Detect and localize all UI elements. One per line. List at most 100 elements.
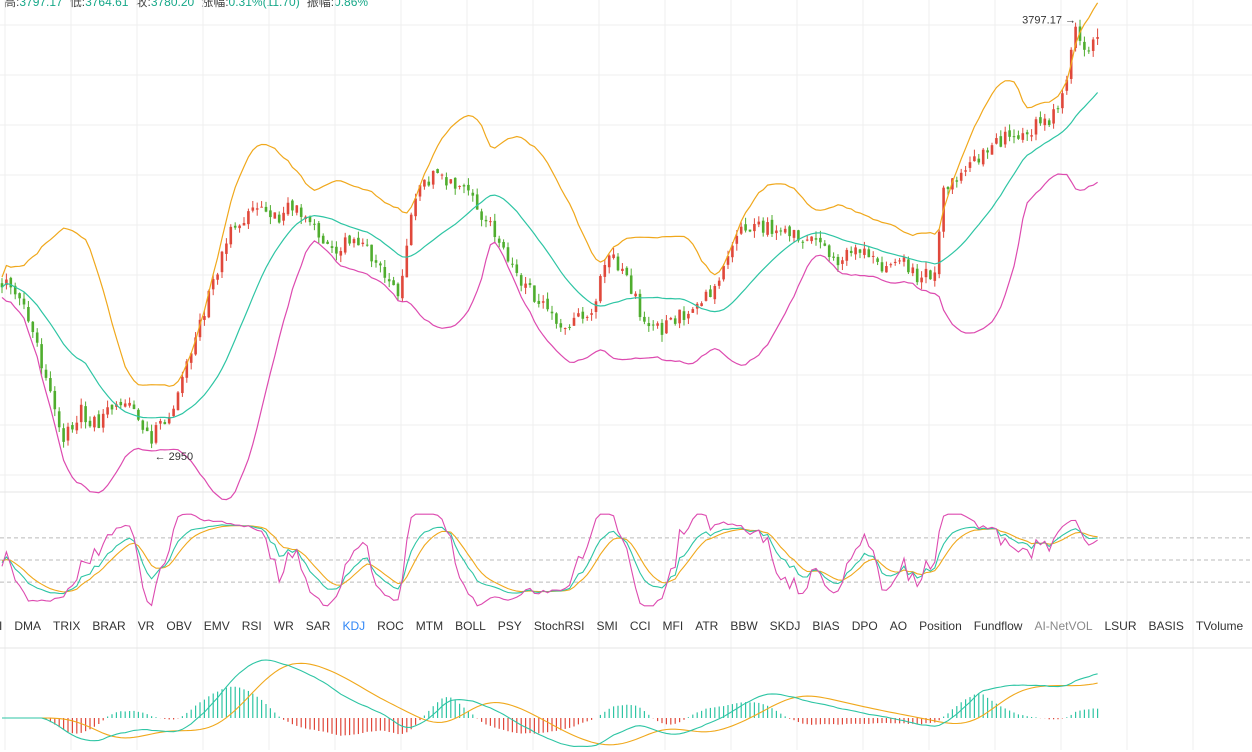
candle-body	[572, 317, 576, 326]
candle-body	[198, 319, 202, 338]
candle-body	[1021, 133, 1025, 140]
candle-body	[1003, 131, 1007, 145]
tab-basis[interactable]: BASIS	[1148, 619, 1184, 633]
tab-i[interactable]: I	[0, 619, 3, 633]
tab-mtm[interactable]: MTM	[415, 619, 444, 633]
tab-mfi[interactable]: MFI	[662, 619, 684, 633]
tab-brar[interactable]: BRAR	[92, 619, 126, 633]
candle-body	[805, 239, 809, 241]
tab-stochrsi[interactable]: StochRSI	[533, 619, 585, 633]
candle-body	[343, 237, 347, 253]
stat-value: 0.31%(11.70)	[228, 0, 300, 9]
candle-body	[893, 261, 897, 263]
candle-body	[581, 311, 585, 319]
candle-body	[238, 225, 241, 229]
candle-body	[898, 260, 901, 262]
tab-cci[interactable]: CCI	[629, 619, 651, 633]
dma-ama-line	[2, 662, 1098, 746]
candle-body	[40, 344, 43, 369]
tab-wr[interactable]: WR	[273, 619, 294, 633]
tab-boll[interactable]: BOLL	[455, 619, 486, 633]
candle-body	[269, 210, 272, 218]
tab-kdj[interactable]: KDJ	[342, 619, 366, 633]
tab-dpo[interactable]: DPO	[851, 619, 878, 633]
candle-body	[1008, 130, 1011, 137]
candle-body	[18, 293, 21, 299]
candle-body	[546, 298, 549, 310]
candle-body	[189, 353, 193, 363]
candle-body	[691, 309, 695, 313]
stat-value: 3764.61	[85, 0, 129, 9]
tab-tvolume[interactable]: TVolume	[1195, 619, 1244, 633]
tab-bias[interactable]: BIAS	[812, 619, 840, 633]
candle-body	[260, 206, 263, 208]
candle-body	[445, 177, 448, 186]
ohlc-stats-bar: 高:3797.17 低:3764.61 收:3780.20 涨幅:0.31%(11.7…	[4, 0, 375, 9]
candle-body	[968, 162, 972, 168]
tab-trix[interactable]: TRIX	[53, 619, 81, 633]
candle-body	[458, 185, 461, 187]
candle-body	[849, 250, 853, 254]
candle-body	[722, 265, 725, 280]
tab-ao[interactable]: AO	[889, 619, 908, 633]
candle-body	[801, 241, 805, 243]
candle-body	[550, 311, 554, 314]
candle-body	[1047, 120, 1051, 125]
candle-body	[761, 220, 765, 233]
tab-sar[interactable]: SAR	[305, 619, 331, 633]
candle-body	[955, 180, 959, 182]
candle-body	[585, 316, 589, 318]
tab-position[interactable]: Position	[919, 619, 962, 633]
candle-body	[1034, 119, 1038, 135]
tab-skdj[interactable]: SKDJ	[769, 619, 801, 633]
candle-body	[313, 223, 316, 225]
candle-body	[352, 239, 356, 244]
candle-body	[159, 420, 162, 424]
tab-bbw[interactable]: BBW	[730, 619, 758, 633]
candle-body	[981, 149, 985, 165]
candle-body	[541, 301, 545, 303]
candle-body	[326, 241, 329, 244]
tab-ai-netvol[interactable]: AI-NetVOL	[1034, 619, 1093, 633]
candle-body	[247, 211, 250, 225]
candle-body	[841, 260, 844, 264]
candle-body	[946, 186, 950, 190]
candle-body	[660, 322, 664, 335]
candle-body	[35, 332, 39, 343]
candle-body	[920, 277, 923, 283]
tab-dma[interactable]: DMA	[14, 619, 42, 633]
candle-body	[603, 265, 607, 277]
candle-body	[467, 184, 470, 191]
candle-body	[453, 177, 457, 189]
candle-body	[528, 283, 532, 286]
tab-smi[interactable]: SMI	[596, 619, 618, 633]
candle-body	[396, 283, 400, 297]
tab-vr[interactable]: VR	[137, 619, 155, 633]
candle-body	[594, 301, 598, 313]
candle-body	[999, 136, 1003, 147]
tab-fundflow[interactable]: Fundflow	[973, 619, 1023, 633]
candle-body	[401, 275, 404, 299]
candle-body	[277, 214, 281, 223]
tab-obv[interactable]: OBV	[166, 619, 192, 633]
candle-body	[471, 192, 475, 196]
stat-label: 收:	[135, 0, 151, 9]
tab-lsur[interactable]: LSUR	[1104, 619, 1137, 633]
candle-body	[493, 220, 497, 238]
candle-body	[656, 323, 659, 326]
candle-body	[62, 428, 65, 442]
candle-body	[229, 226, 233, 245]
stat-label: 振幅:	[306, 0, 335, 9]
tab-roc[interactable]: ROC	[377, 619, 404, 633]
tab-atr[interactable]: ATR	[695, 619, 719, 633]
candle-body	[330, 246, 334, 248]
candle-body	[827, 245, 831, 258]
candle-body	[964, 170, 967, 172]
tab-psy[interactable]: PSY	[497, 619, 522, 633]
tab-rsi[interactable]: RSI	[241, 619, 262, 633]
candle-body	[1017, 135, 1020, 139]
candle-body	[779, 230, 783, 232]
tab-emv[interactable]: EMV	[203, 619, 230, 633]
candle-body	[207, 290, 211, 318]
